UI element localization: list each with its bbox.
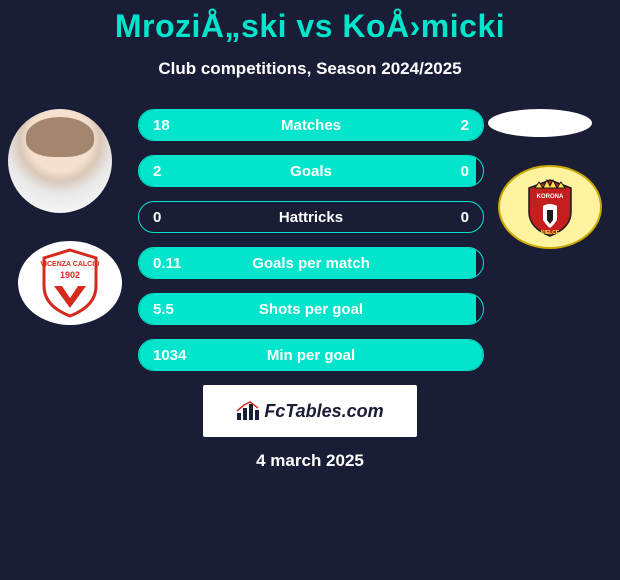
stat-label: Goals	[229, 163, 393, 180]
stat-left-value: 0	[139, 209, 229, 226]
stat-left-value: 5.5	[139, 301, 229, 318]
stat-left-value: 2	[139, 163, 229, 180]
svg-text:1902: 1902	[60, 270, 80, 280]
comparison-area: VICENZA CALCIO 1902 KORONA KIELCE 18Matc…	[0, 109, 620, 371]
stat-right-value: 0	[393, 163, 483, 180]
svg-text:KIELCE: KIELCE	[541, 230, 560, 236]
stat-row: 1034Min per goal	[138, 339, 484, 371]
stat-left-value: 18	[139, 117, 229, 134]
stat-rows-container: 18Matches22Goals00Hattricks00.11Goals pe…	[138, 109, 484, 371]
stat-label: Shots per goal	[229, 301, 393, 318]
team-left-logo: VICENZA CALCIO 1902	[18, 241, 122, 325]
svg-text:VICENZA CALCIO: VICENZA CALCIO	[40, 261, 100, 268]
stat-right-value: 2	[393, 117, 483, 134]
korona-crest-icon: KORONA KIELCE	[521, 176, 579, 238]
stat-right-value: 0	[393, 209, 483, 226]
stat-left-value: 1034	[139, 347, 229, 364]
team-right-logo: KORONA KIELCE	[498, 165, 602, 249]
brand-label: FcTables.com	[264, 401, 383, 422]
stat-label: Min per goal	[229, 347, 393, 364]
stat-row: 5.5Shots per goal	[138, 293, 484, 325]
vicenza-shield-icon: VICENZA CALCIO 1902	[40, 248, 100, 318]
stat-row: 2Goals0	[138, 155, 484, 187]
stat-label: Goals per match	[229, 255, 393, 272]
player-right-avatar	[488, 109, 592, 137]
svg-text:KORONA: KORONA	[537, 194, 564, 200]
stat-left-value: 0.11	[139, 255, 229, 272]
bar-chart-icon	[236, 401, 260, 421]
stat-label: Matches	[229, 117, 393, 134]
subtitle: Club competitions, Season 2024/2025	[0, 59, 620, 79]
page-title: MroziÅ„ski vs KoÅ›micki	[0, 0, 620, 45]
stat-label: Hattricks	[229, 209, 393, 226]
brand-badge: FcTables.com	[203, 385, 417, 437]
stat-row: 18Matches2	[138, 109, 484, 141]
player-left-avatar	[8, 109, 112, 213]
stat-row: 0Hattricks0	[138, 201, 484, 233]
stat-row: 0.11Goals per match	[138, 247, 484, 279]
brand-text: FcTables.com	[236, 401, 383, 422]
date-label: 4 march 2025	[0, 451, 620, 471]
